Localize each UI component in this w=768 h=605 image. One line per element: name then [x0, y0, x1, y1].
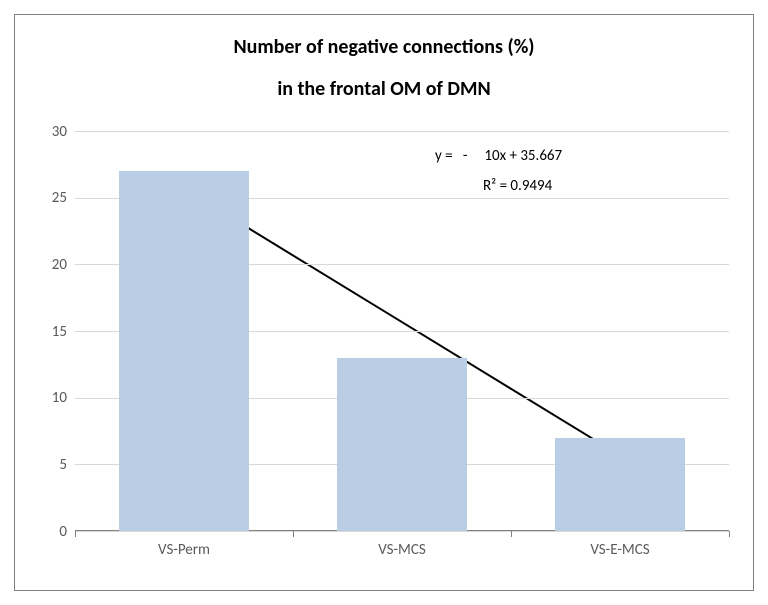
- y-tick-label: 25: [27, 189, 67, 207]
- x-tick-mark: [75, 531, 76, 537]
- y-tick-label: 10: [27, 389, 67, 407]
- x-tick-label: VS-MCS: [293, 541, 511, 559]
- chart-title-line2: in the frontal OM of DMN: [15, 77, 753, 101]
- x-tick-mark: [729, 531, 730, 537]
- trendline-equation: y = - 10x + 35.667: [435, 147, 562, 165]
- x-tick-label: VS-Perm: [75, 541, 293, 559]
- y-tick-label: 5: [27, 456, 67, 474]
- trendline-r2: R² = 0.9494: [483, 177, 552, 195]
- bar: [337, 358, 468, 531]
- plot-area: [75, 131, 729, 531]
- chart-title-line1: Number of negative connections (%): [15, 35, 753, 59]
- y-tick-label: 15: [27, 323, 67, 341]
- bar: [555, 438, 686, 531]
- gridline: [75, 131, 729, 132]
- x-tick-mark: [293, 531, 294, 537]
- y-tick-label: 20: [27, 256, 67, 274]
- y-tick-label: 30: [27, 123, 67, 141]
- y-tick-label: 0: [27, 523, 67, 541]
- chart-frame: Number of negative connections (%) in th…: [14, 14, 754, 591]
- bar: [119, 171, 250, 531]
- x-tick-label: VS-E-MCS: [511, 541, 729, 559]
- gridline: [75, 531, 729, 532]
- x-tick-mark: [511, 531, 512, 537]
